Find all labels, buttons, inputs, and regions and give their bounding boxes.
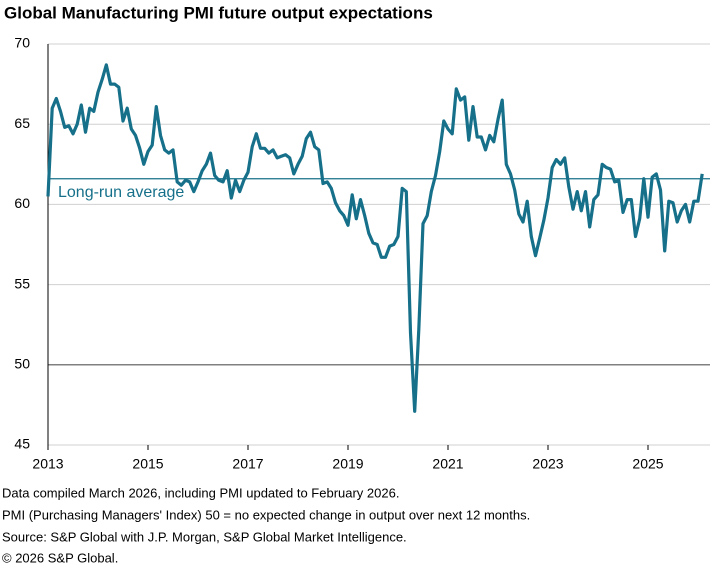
data-line bbox=[46, 63, 704, 413]
y-tick-label: 45 bbox=[14, 436, 30, 452]
y-tick-label: 60 bbox=[14, 195, 30, 211]
x-tick-label: 2019 bbox=[332, 456, 363, 472]
note: PMI (Purchasing Managers' Index) 50 = no… bbox=[2, 507, 530, 522]
note: © 2026 S&P Global. bbox=[2, 550, 118, 565]
y-tick-label: 55 bbox=[14, 275, 30, 291]
chart-title: Global Manufacturing PMI future output e… bbox=[4, 3, 433, 22]
x-tick-label: 2013 bbox=[32, 456, 63, 472]
x-tick-label: 2023 bbox=[532, 456, 563, 472]
y-tick-label: 70 bbox=[14, 35, 30, 51]
y-tick-label: 65 bbox=[14, 115, 30, 131]
reference-label: Long-run average bbox=[58, 184, 184, 201]
x-tick-label: 2017 bbox=[232, 456, 263, 472]
note: Source: S&P Global with J.P. Morgan, S&P… bbox=[2, 529, 407, 544]
x-tick-label: 2015 bbox=[132, 456, 163, 472]
y-tick-label: 50 bbox=[14, 356, 30, 372]
x-tick-label: 2021 bbox=[432, 456, 463, 472]
note: Data compiled March 2026, including PMI … bbox=[2, 485, 399, 500]
x-tick-label: 2025 bbox=[632, 456, 663, 472]
